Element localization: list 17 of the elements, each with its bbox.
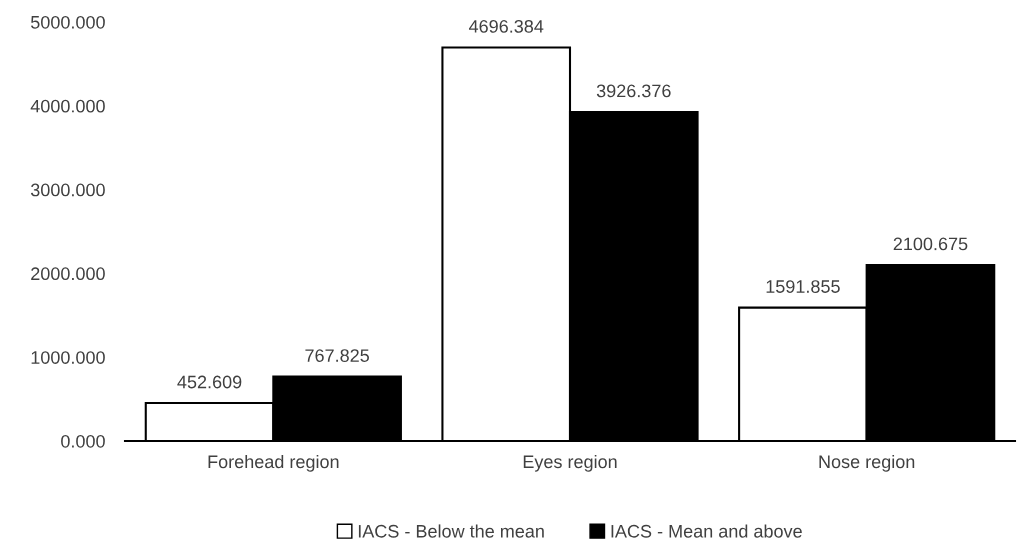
y-tick-label: 2000.000 (31, 267, 105, 281)
legend-label: IACS - Mean and above (611, 524, 802, 538)
y-tick-label: 3000.000 (30, 183, 105, 197)
data-label: 2100.675 (893, 237, 968, 251)
y-tick-label: 4000.000 (30, 99, 105, 113)
y-tick-label: 5000.000 (30, 15, 105, 29)
x-tick-label: Forehead region (208, 454, 339, 472)
data-label: 1591.855 (766, 280, 840, 293)
data-label: 3926.376 (596, 84, 671, 98)
x-tick-label: Eyes region (523, 454, 617, 472)
legend-label: IACS - Below the mean (358, 524, 544, 538)
data-label: 4696.384 (468, 19, 544, 33)
y-tick-label: 0.000 (61, 434, 105, 448)
data-label: 767.825 (305, 349, 369, 362)
y-tick-label: 1000.000 (31, 351, 105, 364)
data-label: 452.609 (177, 375, 242, 389)
x-tick-label: Nose region (819, 454, 915, 472)
